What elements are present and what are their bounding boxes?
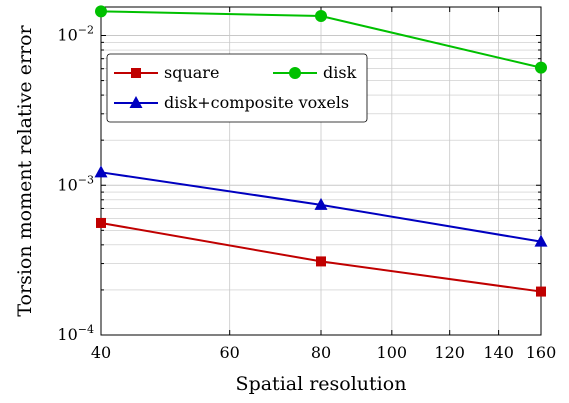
- data-point-triangle: [534, 234, 548, 247]
- legend-box: [106, 53, 368, 123]
- series-layer: [94, 5, 548, 297]
- x-tick-label: 40: [91, 343, 111, 362]
- data-point-triangle: [314, 197, 328, 210]
- y-tick-label: 10−2: [57, 24, 94, 45]
- data-point-square: [316, 256, 326, 267]
- legend-marker-square: [131, 68, 141, 78]
- data-point-square: [96, 217, 106, 228]
- y-axis-label: Torsion moment relative error: [14, 24, 36, 316]
- x-axis-label: Spatial resolution: [236, 373, 407, 395]
- x-tick-label: 100: [377, 343, 408, 362]
- x-tick-label: 160: [526, 343, 557, 362]
- data-point-circle: [95, 5, 107, 18]
- data-point-triangle: [94, 165, 108, 178]
- x-tick-label: 120: [434, 343, 465, 362]
- data-point-circle: [315, 9, 327, 22]
- y-tick-label: 10−3: [57, 173, 94, 194]
- legend-label-square: square: [164, 63, 219, 82]
- x-tick-label: 60: [220, 343, 240, 362]
- legend-marker-circle: [289, 67, 301, 79]
- legend-label-circle: disk: [323, 63, 357, 82]
- x-tick-label: 80: [311, 343, 331, 362]
- legend-marker-triangle: [129, 96, 143, 108]
- legend-label-triangle: disk+composite voxels: [164, 93, 349, 112]
- legend: square disk disk+composite voxels: [106, 53, 368, 123]
- y-tick-label: 10−4: [57, 323, 94, 344]
- axis-ticks: 40 60 80 100 120 140 160 10−4 10−3 10−2: [57, 7, 556, 362]
- data-point-circle: [535, 61, 547, 74]
- x-tick-label: 140: [483, 343, 514, 362]
- data-point-square: [536, 286, 546, 297]
